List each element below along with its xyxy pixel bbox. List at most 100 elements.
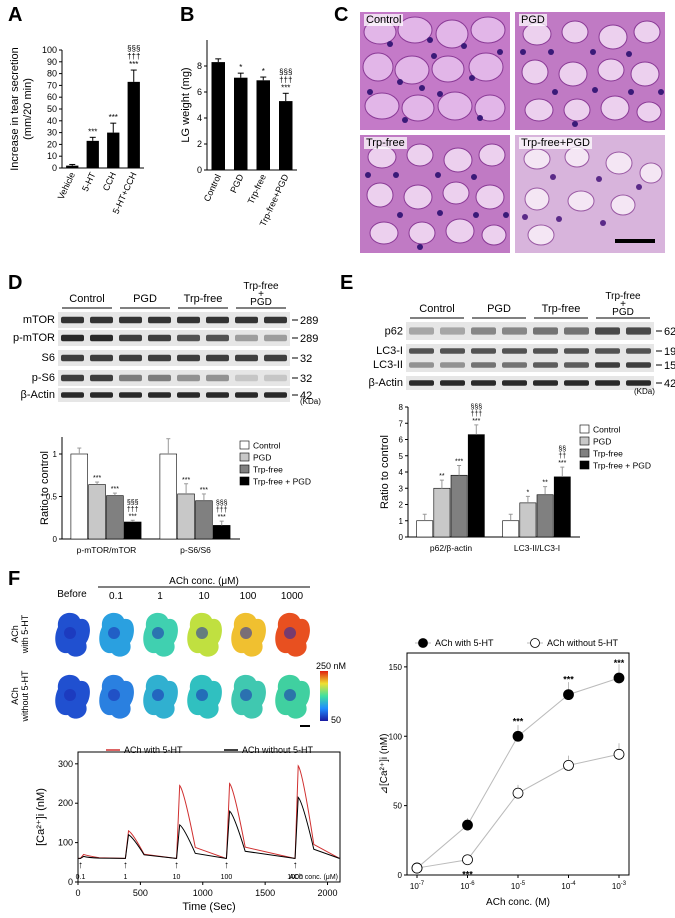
significance-mark: ***	[563, 675, 574, 685]
bar	[211, 62, 225, 170]
bar	[213, 525, 231, 540]
blot-strip	[406, 376, 654, 390]
data-point	[462, 854, 473, 866]
legend-label: Trp-free	[253, 465, 283, 475]
stim-label: 1000	[287, 874, 303, 881]
cell-core	[64, 689, 76, 701]
cell-core	[108, 689, 120, 701]
significance-mark: ***	[93, 475, 101, 482]
blot-band	[119, 316, 142, 324]
mw-label: 289	[300, 333, 318, 345]
micrograph-label: Control	[364, 14, 404, 26]
blot-band	[148, 354, 171, 362]
significance-mark: ***	[109, 113, 118, 122]
y-tick-label: 2	[399, 501, 404, 510]
y-tick-label: 0	[399, 533, 404, 542]
x-tick-label: 0	[75, 888, 80, 898]
significance-mark: †††	[279, 75, 292, 84]
data-point	[563, 689, 574, 701]
y-tick-label: 0	[398, 871, 403, 880]
legend-swatch	[579, 460, 590, 470]
significance-mark: §§§	[216, 500, 228, 507]
y-axis-label: (mm/20 min)	[22, 78, 34, 140]
micrograph-control: Control	[360, 12, 510, 130]
significance-mark: †††	[470, 411, 482, 418]
blot-band	[206, 354, 229, 362]
cell-cluster	[143, 674, 178, 719]
blot-band	[595, 380, 620, 386]
row-label: without 5-HT	[20, 670, 30, 723]
micrograph-trp-free: Trp-free	[360, 135, 510, 253]
blot-row-label: β-Actin	[21, 389, 55, 401]
blot-band	[502, 380, 527, 386]
blot-group-label: PGD	[612, 307, 634, 318]
legend-label: PGD	[253, 453, 271, 463]
significance-mark: ***	[200, 487, 208, 494]
blot-band	[595, 362, 620, 368]
significance-mark: **	[439, 473, 445, 480]
significance-mark: §§§	[470, 404, 482, 411]
blot-band	[90, 334, 113, 342]
bar	[416, 520, 434, 538]
blot-band	[564, 380, 589, 386]
scale-bar	[615, 239, 655, 243]
stim-unit: ACh conc. (μM)	[289, 874, 338, 881]
blot-band	[409, 380, 434, 386]
blot-band	[206, 334, 229, 342]
mw-label: 32	[300, 353, 312, 365]
y-tick-label: 6	[399, 436, 404, 445]
bar	[536, 494, 554, 538]
blot-band	[206, 316, 229, 324]
cell-cluster	[99, 674, 134, 719]
y-tick-label: 80	[47, 69, 57, 79]
y-tick-label: 150	[389, 663, 403, 672]
y-tick-label: 40	[47, 116, 57, 126]
bar	[70, 453, 88, 540]
y-tick-label: 10	[47, 151, 57, 161]
bar	[124, 521, 142, 540]
stim-label: 100	[221, 874, 233, 881]
cell-cluster	[275, 612, 310, 657]
micrograph-pgd: PGD	[515, 12, 665, 130]
blot-band	[61, 374, 84, 382]
cell-cluster	[187, 674, 222, 719]
x-tick-label: 1500	[255, 888, 275, 898]
legend-swatch	[239, 452, 250, 462]
significance-mark: ***	[472, 418, 480, 425]
cell-core	[152, 689, 164, 701]
bar	[86, 140, 99, 168]
significance-mark: †††	[127, 52, 140, 61]
significance-mark: §§	[558, 446, 566, 453]
chart-e: 012345678*****§§§†††***p62/β-actin***§§†…	[380, 403, 651, 553]
significance-mark: ***	[129, 60, 138, 69]
significance-mark: §§§	[127, 44, 140, 53]
x-axis-label: Time (Sec)	[182, 901, 235, 913]
mw-unit: (KDa)	[634, 387, 655, 396]
y-tick-label: 1	[53, 450, 58, 459]
conc-label: 0.1	[109, 591, 123, 602]
cell-core	[152, 627, 164, 639]
legend-swatch	[579, 424, 590, 434]
stim-label: 10	[173, 874, 181, 881]
legend-label: ACh with 5-HT	[435, 638, 494, 648]
panel-label-f: F	[8, 568, 21, 590]
conc-label: 1000	[281, 591, 304, 602]
mw-label: 19	[664, 346, 675, 358]
legend-label: PGD	[593, 437, 611, 447]
cell-cluster	[187, 612, 222, 657]
cell-cluster	[231, 612, 266, 657]
blot-band	[409, 327, 434, 335]
trace-with-5ht	[78, 764, 340, 859]
blot-band	[90, 392, 113, 398]
bar	[467, 434, 485, 538]
mw-label: 32	[300, 373, 312, 385]
x-tick-label: 10-6	[460, 881, 475, 891]
legend-swatch	[579, 436, 590, 446]
legend-label: Trp-free	[593, 449, 623, 459]
data-point	[563, 759, 574, 771]
blot-band	[595, 348, 620, 354]
cell-core	[240, 627, 252, 639]
